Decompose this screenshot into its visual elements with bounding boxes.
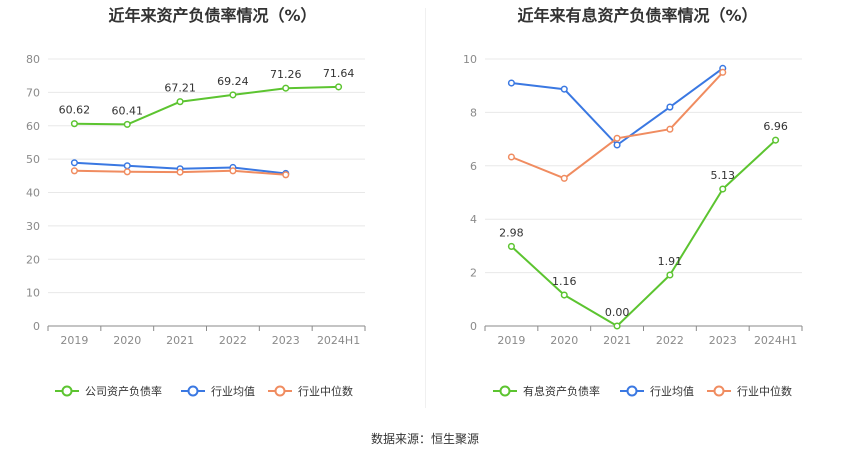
legend-item[interactable]: 行业中位数	[707, 384, 792, 398]
data-point[interactable]	[613, 134, 621, 142]
legend-marker	[274, 385, 286, 397]
data-point[interactable]	[70, 167, 78, 175]
data-point[interactable]	[560, 85, 568, 93]
x-tick-label: 2020	[550, 334, 578, 347]
data-label: 0.00	[605, 306, 630, 319]
chart-svg: 0 10 20 30 40 50 60 70 80 2019 2020 2021 2022 2023 202…	[26, 53, 366, 398]
legend-marker	[187, 385, 199, 397]
series-line	[511, 71, 724, 180]
chart-title: 近年来资产负债率情况（%）	[108, 6, 317, 25]
y-tick-label: 80	[26, 53, 40, 66]
data-point[interactable]	[70, 120, 78, 128]
data-point[interactable]	[666, 125, 674, 133]
y-tick-label: 40	[26, 187, 40, 200]
legend-item[interactable]: 行业均值	[181, 385, 255, 398]
y-tick-label: 6	[470, 160, 477, 173]
data-point[interactable]	[719, 185, 727, 193]
y-tick-label: 70	[26, 86, 40, 99]
data-label: 67.21	[164, 82, 196, 95]
chart-panel-interest-liability-ratio: 近年来有息资产负债率情况（%） 0 2 4 6 8 10 2019 2020 2021 2022 2…	[425, 0, 850, 420]
data-label: 60.41	[112, 104, 144, 117]
data-point[interactable]	[560, 174, 568, 182]
legend-marker	[626, 385, 638, 397]
x-tick-label: 2021	[603, 334, 631, 347]
data-point[interactable]	[70, 159, 78, 167]
data-point[interactable]	[507, 79, 515, 87]
data-label: 6.96	[763, 120, 788, 133]
y-tick-label: 2	[470, 267, 477, 280]
chart-svg: 0 2 4 6 8 10 2019 2020 2021 2022 2023 2024H1 2.98 1.1…	[463, 53, 803, 398]
data-label: 2.98	[499, 226, 524, 239]
x-tick-label: 2020	[113, 334, 141, 347]
x-tick-label: 2021	[166, 334, 194, 347]
panel-divider	[425, 8, 426, 408]
x-tick-label: 2024H1	[754, 334, 797, 347]
legend-label: 行业均值	[650, 385, 694, 398]
x-tick-label: 2022	[656, 334, 684, 347]
data-point[interactable]	[613, 322, 621, 330]
data-point[interactable]	[719, 68, 727, 76]
data-label: 71.64	[323, 67, 355, 80]
data-point[interactable]	[666, 103, 674, 111]
y-tick-label: 4	[470, 213, 477, 226]
legend-marker	[713, 385, 725, 397]
data-point[interactable]	[666, 271, 674, 279]
y-tick-label: 50	[26, 153, 40, 166]
data-label: 1.16	[552, 275, 577, 288]
data-label: 60.62	[59, 104, 91, 117]
data-point[interactable]	[176, 168, 184, 176]
chart-panel-liability-ratio: 近年来资产负债率情况（%） 0 10 20 30 40 50 60 70 80 2019 2020 2…	[0, 0, 425, 420]
legend-item[interactable]: 有息资产负债率	[493, 384, 600, 398]
y-tick-label: 60	[26, 120, 40, 133]
x-tick-label: 2023	[709, 334, 737, 347]
data-point[interactable]	[613, 141, 621, 149]
data-point[interactable]	[229, 91, 237, 99]
chart-title: 近年来有息资产负债率情况（%）	[517, 6, 758, 25]
y-tick-label: 0	[470, 320, 477, 333]
legend-item[interactable]: 行业均值	[620, 385, 694, 398]
legend-marker	[61, 385, 73, 397]
legend-item[interactable]: 行业中位数	[268, 384, 353, 398]
x-tick-label: 2019	[497, 334, 525, 347]
data-label: 1.91	[658, 255, 683, 268]
y-tick-label: 20	[26, 253, 40, 266]
y-tick-label: 0	[33, 320, 40, 333]
data-point[interactable]	[123, 162, 131, 170]
data-point[interactable]	[282, 171, 290, 179]
data-point[interactable]	[282, 84, 290, 92]
y-tick-label: 30	[26, 220, 40, 233]
legend-label: 公司资产负债率	[85, 384, 162, 398]
data-point[interactable]	[176, 98, 184, 106]
data-label: 69.24	[217, 75, 249, 88]
legend-label: 行业中位数	[737, 384, 792, 398]
data-point[interactable]	[123, 120, 131, 128]
x-tick-label: 2023	[272, 334, 300, 347]
data-label: 5.13	[711, 169, 736, 182]
data-label: 71.26	[270, 68, 302, 81]
data-point[interactable]	[772, 136, 780, 144]
legend-item[interactable]: 公司资产负债率	[55, 384, 162, 398]
x-tick-label: 2022	[219, 334, 247, 347]
data-point[interactable]	[560, 291, 568, 299]
data-point[interactable]	[229, 167, 237, 175]
legend-label: 行业均值	[211, 385, 255, 398]
data-point[interactable]	[123, 168, 131, 176]
x-tick-label: 2024H1	[317, 334, 360, 347]
y-tick-label: 8	[470, 106, 477, 119]
legend-label: 有息资产负债率	[523, 384, 600, 398]
data-point[interactable]	[335, 83, 343, 91]
series-line	[74, 85, 339, 126]
legend-marker	[499, 385, 511, 397]
x-tick-label: 2019	[60, 334, 88, 347]
data-point[interactable]	[507, 242, 515, 250]
data-source-note: 数据来源：恒生聚源	[370, 432, 479, 446]
data-point[interactable]	[507, 153, 515, 161]
legend-label: 行业中位数	[298, 384, 353, 398]
y-tick-label: 10	[26, 287, 40, 300]
series-line	[510, 139, 777, 327]
y-tick-label: 10	[463, 53, 477, 66]
